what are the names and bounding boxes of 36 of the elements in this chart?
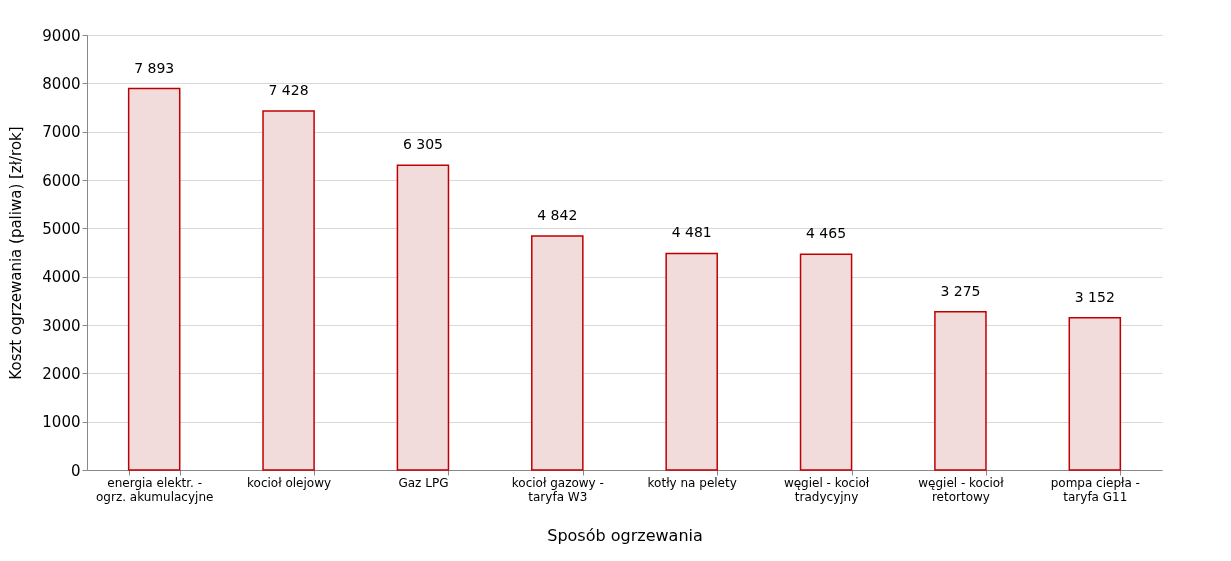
data-label: 6 305 bbox=[402, 136, 443, 153]
data-label: 4 481 bbox=[671, 224, 712, 241]
x-tick-label: pompa ciepła - taryfa G11 bbox=[1050, 475, 1140, 504]
data-label: 4 842 bbox=[537, 206, 578, 223]
y-tick-label: 1000 bbox=[42, 413, 81, 432]
bar bbox=[934, 310, 987, 471]
data-label: 7 428 bbox=[268, 81, 309, 98]
data-label: 4 465 bbox=[806, 225, 847, 242]
x-axis-title: Sposób ogrzewania bbox=[547, 525, 703, 545]
bar bbox=[799, 253, 853, 471]
y-tick-label: 8000 bbox=[42, 74, 81, 93]
bar bbox=[396, 164, 450, 471]
y-tick-label: 7000 bbox=[42, 123, 81, 142]
bar bbox=[531, 235, 584, 471]
y-tick-label: 9000 bbox=[42, 26, 81, 45]
bar bbox=[127, 87, 181, 471]
x-tick-label: Gaz LPG bbox=[398, 475, 449, 490]
data-label: 3 152 bbox=[1074, 288, 1115, 305]
x-tick-label: kocioł olejowy bbox=[247, 475, 332, 490]
y-tick-label: 0 bbox=[70, 461, 81, 480]
x-tick-label: węgiel - kocioł retortowy bbox=[918, 475, 1005, 504]
data-label: 7 893 bbox=[134, 59, 175, 76]
bar bbox=[262, 110, 315, 471]
x-tick-label: węgiel - kocioł tradycyjny bbox=[783, 475, 870, 504]
y-tick-label: 6000 bbox=[42, 171, 81, 190]
bar bbox=[1068, 316, 1122, 471]
y-tick-label: 4000 bbox=[42, 268, 81, 287]
x-tick-label: kotły na pelety bbox=[647, 475, 737, 490]
y-axis-title: Koszt ogrzewania (paliwa) [zł/rok] bbox=[7, 126, 26, 380]
y-tick-label: 3000 bbox=[42, 316, 81, 335]
data-label: 3 275 bbox=[940, 282, 981, 299]
x-tick-label: energia elektr. - ogrz. akumulacyjne bbox=[96, 475, 214, 504]
x-tick-label: kocioł gazowy - taryfa W3 bbox=[511, 475, 604, 504]
bar bbox=[665, 252, 718, 471]
y-tick-label: 5000 bbox=[42, 219, 81, 238]
y-tick-label: 2000 bbox=[42, 364, 81, 383]
